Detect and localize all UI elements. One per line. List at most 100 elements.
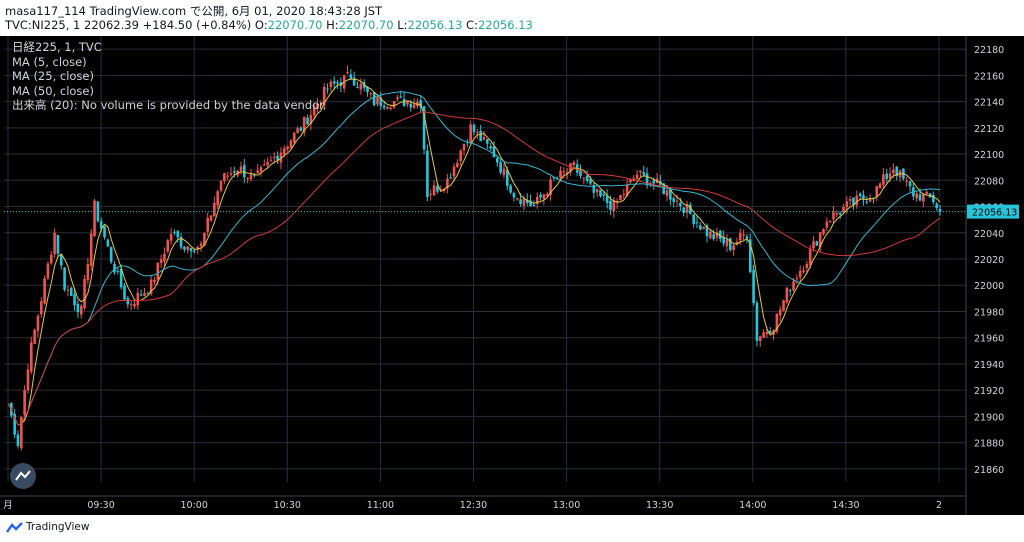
candle-body — [705, 225, 709, 237]
last-price-tag — [967, 204, 1019, 219]
candle-body — [669, 189, 672, 200]
candle-body — [39, 301, 43, 315]
candle-body — [226, 175, 229, 177]
candle-body — [133, 303, 136, 307]
candle-body — [712, 234, 715, 240]
candle-body — [426, 150, 429, 197]
candle-body — [106, 239, 110, 247]
candle-body — [263, 164, 266, 166]
candle-body — [589, 179, 592, 184]
x-tick-label: 月 — [3, 500, 13, 511]
candle-body — [496, 158, 499, 163]
x-tick-label: 10:00 — [181, 500, 208, 511]
y-tick-label: 21960 — [974, 334, 1004, 345]
low-value: 22056.13 — [407, 18, 463, 32]
candle-body — [862, 195, 865, 200]
candle-body — [146, 293, 150, 295]
candle-body — [396, 97, 399, 99]
candle-body — [382, 105, 386, 108]
candle-body — [139, 294, 143, 296]
candle-body — [629, 179, 632, 183]
candle-body — [888, 173, 892, 179]
candle-body — [858, 193, 862, 197]
candle-body — [878, 183, 882, 189]
candle-body — [379, 97, 383, 106]
legend-ma25: MA (25, close) — [12, 69, 94, 83]
candle-body — [206, 218, 210, 232]
y-tick-label: 22000 — [974, 281, 1004, 292]
candle-body — [492, 146, 496, 158]
legend-symbol: 日経225, 1, TVC — [12, 40, 102, 54]
legend-ma5: MA (5, close) — [12, 54, 87, 69]
chart-frame[interactable]: 21860 21880 21900 21920 21940 21960 21980 22000… — [0, 36, 1024, 515]
y-tick-label: 22040 — [974, 229, 1004, 240]
candle-body — [752, 269, 755, 303]
candle-body — [392, 101, 396, 108]
candle-body — [76, 303, 80, 313]
candle-body — [662, 183, 666, 195]
tradingview-corner-icon[interactable] — [10, 463, 36, 489]
candle-body — [173, 232, 176, 234]
candle-body — [30, 342, 33, 372]
candle-body — [782, 300, 785, 311]
candle-body — [243, 165, 246, 178]
candle-body — [33, 329, 36, 344]
chart-footer: TradingView — [0, 515, 1024, 542]
candle-body — [579, 170, 582, 176]
candle-body — [935, 203, 938, 208]
candle-body — [193, 250, 196, 252]
candle-body — [619, 195, 622, 201]
publish-info: masa117_114 TradingView.com で公開, 6月 01, … — [5, 4, 383, 18]
candle-body — [143, 292, 146, 296]
candle-body — [522, 198, 526, 206]
candle-body — [109, 247, 113, 262]
candle-body — [292, 132, 296, 143]
candle-body — [502, 168, 506, 176]
candle-body — [805, 263, 809, 268]
x-tick-label: 09:30 — [87, 500, 114, 511]
candle-body — [163, 253, 166, 262]
candle-body — [99, 221, 103, 229]
candle-body — [865, 201, 869, 203]
candle-body — [479, 130, 482, 142]
candle-body — [852, 197, 855, 205]
candle-body — [446, 178, 449, 189]
candle-body — [855, 195, 859, 206]
candle-body — [253, 174, 256, 176]
candle-body — [622, 193, 626, 195]
candle-body — [482, 137, 486, 140]
y-tick-label: 21980 — [974, 307, 1004, 318]
candle-body — [339, 82, 343, 86]
candle-body — [848, 199, 852, 201]
candle-body — [386, 107, 389, 109]
candle-body — [868, 198, 872, 202]
price-chart[interactable]: 21860 21880 21900 21920 21940 21960 21980 22000… — [0, 36, 1024, 515]
candle-body — [512, 193, 516, 198]
x-tick-label: 2 — [936, 500, 942, 511]
candle-body — [719, 230, 722, 239]
candle-body — [272, 157, 276, 159]
candle-body — [113, 263, 116, 273]
open-label: O: — [254, 18, 268, 32]
candle-body — [176, 231, 180, 238]
open-value: 22070.70 — [267, 18, 323, 32]
candle-body — [216, 191, 219, 206]
candle-body — [256, 170, 259, 174]
candle-body — [505, 170, 509, 186]
candle-body — [119, 268, 123, 288]
candle-body — [93, 200, 96, 237]
candle-body — [89, 233, 93, 266]
candle-body — [46, 263, 50, 279]
candle-body — [20, 417, 23, 449]
candle-body — [778, 309, 782, 316]
candle-body — [535, 196, 539, 204]
candle-body — [23, 390, 26, 415]
close-label: C: — [466, 18, 478, 32]
candle-body — [545, 194, 549, 196]
y-tick-label: 22180 — [974, 45, 1004, 56]
tradingview-brand: TradingView — [26, 521, 90, 533]
candle-body — [449, 177, 452, 179]
candle-body — [249, 174, 253, 180]
candle-body — [882, 174, 885, 185]
candle-body — [679, 202, 682, 207]
